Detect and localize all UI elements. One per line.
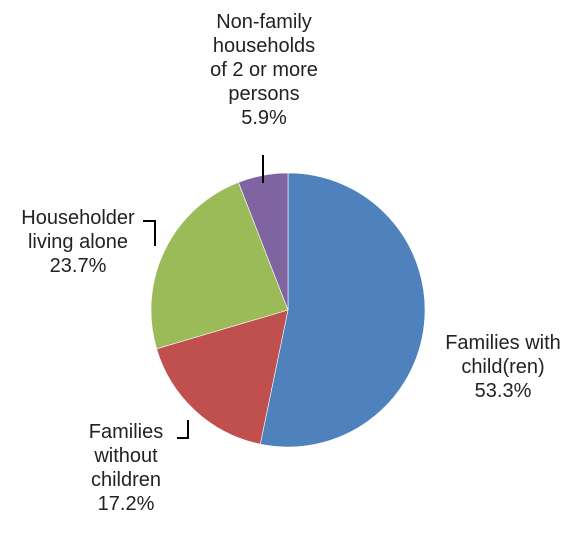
- data-label-value: 23.7%: [50, 255, 107, 277]
- data-label-value: 17.2%: [98, 493, 155, 515]
- slices-layer: [150, 172, 426, 448]
- leader-lines-layer: [143, 155, 264, 439]
- data-label-category: child(ren): [461, 356, 544, 378]
- data-label-category: Families with: [445, 332, 561, 354]
- leader-line-families-without-children: [177, 420, 189, 439]
- data-label-value: 5.9%: [241, 107, 287, 129]
- leader-line-householder-living-alone: [143, 220, 156, 246]
- data-label-category: of 2 or more: [210, 59, 318, 81]
- data-label-category: Families: [89, 421, 163, 443]
- pie-slice-families-with-child-ren: [259, 172, 426, 448]
- data-label-category: children: [91, 469, 161, 491]
- data-label-category: living alone: [28, 231, 128, 253]
- pie-slice-families-without-children: [156, 309, 289, 445]
- data-label-category: without: [93, 445, 158, 467]
- data-label-category: Non-family: [216, 11, 312, 33]
- data-label-category: Householder: [21, 207, 135, 229]
- data-label-category: households: [213, 35, 315, 57]
- data-label-category: persons: [228, 83, 299, 105]
- pie-slice-householder-living-alone: [150, 181, 289, 350]
- data-label-value: 53.3%: [475, 380, 532, 402]
